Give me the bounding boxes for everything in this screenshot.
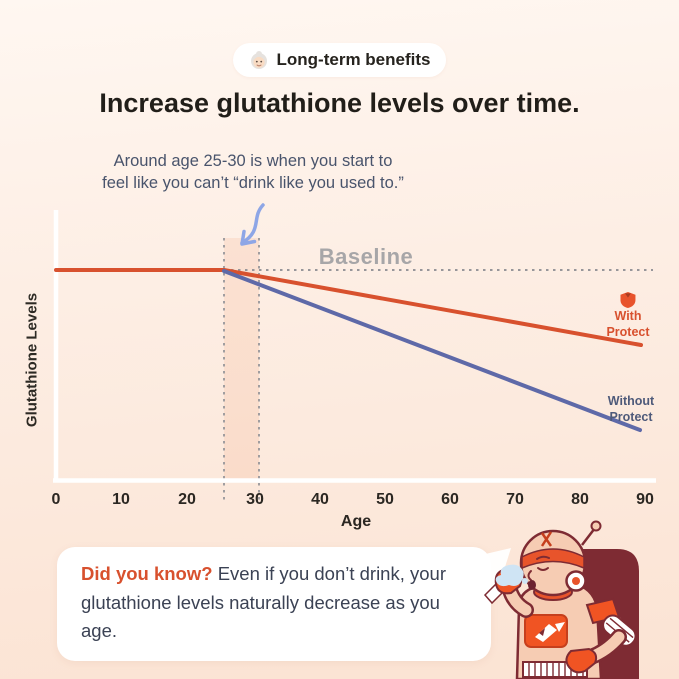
x-tick-20: 20 [178,491,196,508]
curved-arrow-icon [240,203,265,246]
antenna-tip [590,520,602,532]
did-you-know-body-line2: glutathione levels naturally decrease as… [81,591,440,642]
with-protect-line [54,268,643,347]
with-protect-label: With Protect [606,292,650,340]
baseline-label: Baseline [318,244,414,269]
without-protect-line2: Protect [609,409,653,424]
annotation-line-1: Around age 25-30 is when you start to [113,152,393,170]
x-tick-60: 60 [441,491,459,508]
shield-icon [620,292,636,308]
did-you-know-body-line1: Even if you don’t drink, your [217,563,446,584]
without-protect-line [222,269,642,432]
x-tick-10: 10 [112,491,130,508]
long-term-benefits-badge: Long-term benefits [232,43,447,77]
x-tick-80: 80 [571,491,589,508]
x-tick-90: 90 [636,491,654,508]
with-protect-line1: With [614,309,642,323]
without-protect-label: Without Protect [608,394,654,425]
x-tick-70: 70 [506,491,524,508]
x-tick-50: 50 [376,491,394,508]
helmet-band [521,548,585,570]
without-protect-line1: Without [607,394,655,408]
hip-glove [565,647,598,674]
breath-wedge [481,548,511,599]
did-you-know-card: Did you know? Even if you don’t drink, y… [57,547,491,662]
chest-patch [524,614,568,648]
did-you-know-text: Did you know? Even if you don’t drink, y… [81,560,467,646]
annotation-line-2: feel like you can’t “drink like you used… [102,174,404,193]
x-tick-40: 40 [311,491,329,508]
with-protect-line2: Protect [606,324,650,339]
breath-puff [495,564,528,587]
page-title: Increase glutathione levels over time. [99,88,580,118]
y-axis-label: Glutathione Levels [23,292,41,428]
face [527,555,550,581]
astronaut-illustration [481,520,639,679]
chart-annotation: Around age 25-30 is when you start to fe… [33,150,473,195]
x-tick-30: 30 [246,491,264,508]
x-tick-0: 0 [51,491,61,508]
did-you-know-lead: Did you know? [81,563,213,584]
mouth [528,580,536,590]
x-axis-label: Age [340,513,372,530]
badge-label: Long-term benefits [276,50,431,69]
old-woman-icon [250,51,267,69]
axes [53,210,656,483]
